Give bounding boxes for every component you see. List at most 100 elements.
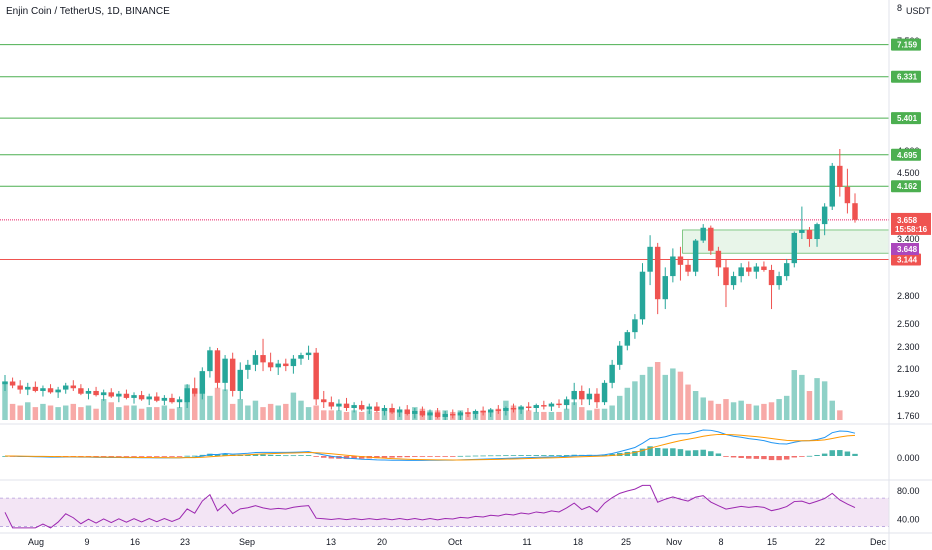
macd-pane[interactable] <box>2 429 858 461</box>
macd-histogram-bar <box>753 456 760 459</box>
volume-bar <box>2 381 8 420</box>
volume-bar <box>55 407 61 420</box>
volume-bar <box>123 405 130 420</box>
x-tick-label: Nov <box>666 537 683 547</box>
macd-histogram-bar <box>852 453 858 456</box>
volume-bar <box>17 405 23 420</box>
candle-body <box>108 392 114 397</box>
candle-body <box>639 271 646 320</box>
macd-histogram-bar <box>715 453 722 456</box>
candle-body <box>237 369 243 391</box>
macd-histogram-bar <box>283 455 289 457</box>
candle-body <box>78 388 84 394</box>
volume-bar <box>40 403 46 420</box>
candle-body <box>723 267 729 286</box>
macd-histogram-bar <box>799 456 805 457</box>
candle-body <box>283 363 289 367</box>
volume-bar <box>321 410 327 420</box>
volume-bar <box>799 374 805 420</box>
candle-body <box>252 355 259 365</box>
volume-bar <box>62 405 69 420</box>
volume-bar <box>169 408 175 420</box>
level-tag-bg <box>891 112 921 125</box>
candle-body <box>434 412 441 417</box>
volume-bar <box>541 411 547 420</box>
candle-body <box>17 385 23 390</box>
volume-bar <box>783 395 790 420</box>
macd-histogram-bar <box>814 454 820 456</box>
x-tick-label: 11 <box>522 537 531 547</box>
candle-body <box>685 264 691 272</box>
volume-bar <box>252 400 259 420</box>
level-tag: 3.144 <box>897 255 918 264</box>
x-tick-label: 13 <box>326 537 336 547</box>
volume-bar <box>207 395 213 420</box>
macd-histogram-bar <box>419 456 426 457</box>
macd-histogram-bar <box>503 455 509 457</box>
macd-histogram-bar <box>146 456 152 457</box>
macd-histogram-bar <box>199 454 206 456</box>
chart-title: Enjin Coin / TetherUS, 1D, BINANCE <box>6 6 170 17</box>
candle-body <box>457 412 464 416</box>
macd-histogram-bar <box>806 455 813 457</box>
candle-body <box>837 165 843 187</box>
volume-bar <box>708 400 714 420</box>
volume-bar <box>138 408 145 420</box>
level-tag-bg <box>891 253 921 266</box>
macd-histogram-bar <box>374 456 380 459</box>
candle-body <box>624 332 631 346</box>
volume-bar <box>245 405 251 420</box>
volume-bar <box>192 391 198 420</box>
volume-bar <box>93 408 99 420</box>
macd-histogram-bar <box>457 455 464 457</box>
current-price-tag-bg <box>891 212 931 235</box>
volume-bar <box>78 407 84 420</box>
macd-histogram-bar <box>343 456 350 459</box>
volume-bar <box>814 378 820 420</box>
candle-body <box>298 355 304 359</box>
volume-bar <box>692 391 699 420</box>
y-tick-label: 2.800 <box>897 291 920 301</box>
macd-histogram-bar <box>305 455 312 456</box>
volume-bar <box>374 411 380 420</box>
macd-histogram-bar <box>404 456 410 458</box>
candle-body <box>176 399 183 403</box>
signal-line <box>4 433 856 461</box>
candle-body <box>229 358 236 391</box>
volume-bar <box>746 403 752 420</box>
macd-histogram-bar <box>161 456 168 457</box>
volume-bar <box>525 410 532 420</box>
volume-bar <box>32 407 39 420</box>
volume-bar <box>328 410 335 420</box>
candle-body <box>275 363 281 368</box>
macd-histogram-bar <box>533 455 539 456</box>
volume-bar <box>647 366 653 420</box>
x-tick-label: Oct <box>448 537 463 547</box>
candle-body <box>404 409 410 414</box>
macd-histogram-bar <box>465 455 471 457</box>
macd-histogram-bar <box>123 456 130 457</box>
volume-bar <box>199 387 206 420</box>
volume-bar <box>677 371 684 420</box>
candle-body <box>510 407 517 410</box>
macd-histogram-bar <box>93 456 99 457</box>
macd-histogram-bar <box>670 448 676 456</box>
price-pane[interactable] <box>0 44 890 420</box>
candle-body <box>472 410 479 414</box>
macd-histogram-bar <box>632 451 638 456</box>
x-tick-label: 22 <box>815 537 825 547</box>
macd-histogram-bar <box>776 456 782 461</box>
candle-body <box>700 227 706 241</box>
volume-bar <box>298 400 304 420</box>
macd-histogram-bar <box>260 454 266 456</box>
macd-histogram-bar <box>662 448 668 456</box>
rsi-pane[interactable] <box>0 484 889 529</box>
volume-bar <box>25 402 31 420</box>
volume-bar <box>237 399 243 420</box>
macd-histogram-bar <box>100 456 107 457</box>
macd-histogram-bar <box>654 447 661 456</box>
macd-histogram-bar <box>837 450 843 456</box>
macd-histogram-bar <box>108 456 114 457</box>
volume-bar <box>214 387 221 420</box>
